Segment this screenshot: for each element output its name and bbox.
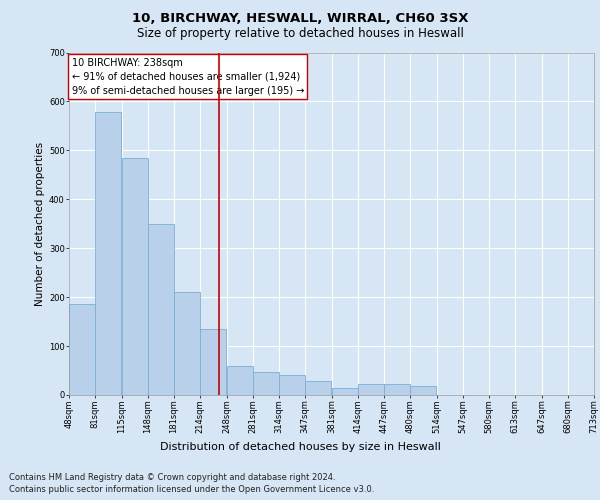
- Y-axis label: Number of detached properties: Number of detached properties: [35, 142, 45, 306]
- Text: 10 BIRCHWAY: 238sqm
← 91% of detached houses are smaller (1,924)
9% of semi-deta: 10 BIRCHWAY: 238sqm ← 91% of detached ho…: [71, 58, 304, 96]
- Text: 10, BIRCHWAY, HESWALL, WIRRAL, CH60 3SX: 10, BIRCHWAY, HESWALL, WIRRAL, CH60 3SX: [132, 12, 468, 26]
- Bar: [305, 382, 331, 395]
- Bar: [410, 386, 436, 395]
- Bar: [332, 388, 358, 395]
- Text: Contains HM Land Registry data © Crown copyright and database right 2024.: Contains HM Land Registry data © Crown c…: [9, 472, 335, 482]
- Bar: [148, 224, 174, 395]
- Bar: [69, 304, 95, 395]
- Bar: [122, 158, 148, 395]
- Bar: [227, 366, 253, 395]
- Bar: [95, 112, 121, 395]
- Bar: [358, 384, 384, 395]
- Bar: [253, 372, 279, 395]
- Bar: [279, 376, 305, 395]
- Bar: [174, 292, 200, 395]
- Bar: [384, 384, 410, 395]
- Text: Contains public sector information licensed under the Open Government Licence v3: Contains public sector information licen…: [9, 485, 374, 494]
- Text: Distribution of detached houses by size in Heswall: Distribution of detached houses by size …: [160, 442, 440, 452]
- Bar: [200, 329, 226, 395]
- Text: Size of property relative to detached houses in Heswall: Size of property relative to detached ho…: [137, 28, 463, 40]
